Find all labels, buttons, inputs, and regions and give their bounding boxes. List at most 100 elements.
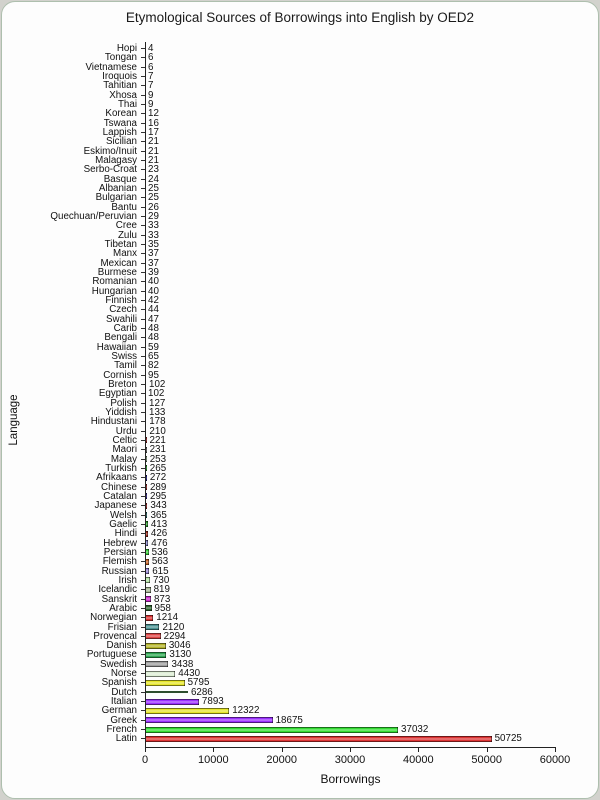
- bar-label: Basque: [103, 173, 137, 185]
- bar-row: Carib 48: [2, 324, 555, 334]
- bar-value-label: 3046: [168, 640, 191, 652]
- bar-row: Swedish 3438: [2, 658, 555, 670]
- bar-row: Italian 7893: [2, 696, 555, 708]
- bar-label: Greek: [110, 714, 137, 726]
- bar-label: Dutch: [111, 686, 137, 698]
- x-tick-label: 0: [141, 754, 149, 766]
- y-tick-mark: [141, 701, 145, 703]
- bar-value-label: 17: [148, 127, 159, 139]
- bar: [145, 577, 150, 584]
- bar-label: Polish: [110, 397, 137, 409]
- y-tick-mark: [141, 523, 145, 525]
- bar-value-label: 178: [149, 416, 166, 428]
- bar-value-label: 24: [148, 173, 159, 185]
- bar-value-label: 873: [153, 593, 171, 605]
- bar-label: Swedish: [99, 658, 137, 670]
- bar-label: Chinese: [101, 481, 137, 493]
- bar-label: Finnish: [105, 295, 137, 307]
- bar-label: Breton: [108, 378, 137, 390]
- y-tick-mark: [141, 355, 145, 357]
- bar-row: Bulgarian 25: [2, 192, 555, 204]
- y-tick-mark: [141, 197, 145, 199]
- bar-row: Bengali 48: [2, 333, 555, 343]
- y-tick-mark: [141, 85, 145, 87]
- bar-row: Polish 127: [2, 397, 555, 409]
- bar-row: Icelandic 819: [2, 585, 555, 595]
- bar-value-label: 33: [148, 220, 159, 232]
- y-tick-mark: [141, 206, 145, 208]
- bar-label: Eskimo/Inuit: [83, 145, 137, 157]
- bar-label: Flemish: [102, 556, 137, 568]
- bar-value-label: 2120: [162, 621, 185, 633]
- bar: [145, 698, 199, 705]
- bar-value-label: 6: [148, 52, 154, 64]
- x-tick-mark: [486, 748, 488, 752]
- y-tick-mark: [141, 188, 145, 190]
- bar: [145, 586, 151, 593]
- bar-label: French: [106, 724, 138, 736]
- bar: [145, 568, 150, 575]
- bar-row: Hawaiian 59: [2, 341, 555, 353]
- bar-value-label: 29: [148, 211, 159, 223]
- bar-row: Danish 3046: [2, 640, 555, 652]
- bar-row: Latin 50725: [2, 734, 555, 744]
- bar-row: Gaelic 413: [2, 519, 555, 529]
- y-tick-mark: [141, 272, 145, 274]
- y-tick-mark: [141, 430, 145, 432]
- x-tick-mark: [555, 748, 556, 752]
- bar-label: Tongan: [104, 52, 137, 64]
- bar-row: Cree 33: [2, 220, 555, 232]
- bar-value-label: 9: [148, 89, 154, 101]
- bar-label: Bulgarian: [95, 192, 137, 204]
- y-tick-mark: [141, 57, 145, 59]
- bar-row: Afrikaans 272: [2, 473, 555, 483]
- bar-row: Persian 536: [2, 546, 555, 558]
- y-tick-mark: [141, 383, 145, 385]
- bar-value-label: 730: [152, 574, 170, 586]
- bar-row: Mexican 37: [2, 257, 555, 269]
- y-tick-mark: [141, 458, 145, 460]
- bar-label: Swahili: [105, 313, 137, 325]
- bar-row: Cornish 95: [2, 370, 555, 380]
- bar-value-label: 12322: [232, 705, 260, 717]
- bar-row: Tongan 6: [2, 52, 555, 64]
- x-tick-label: 20000: [266, 754, 297, 766]
- bar-row: Tahitian 7: [2, 81, 555, 91]
- bar-row: Maori 231: [2, 444, 555, 456]
- bar-value-label: 25: [148, 183, 159, 195]
- bar-value-label: 37: [148, 257, 159, 269]
- y-tick-mark: [141, 318, 145, 320]
- bar-label: Egyptian: [98, 388, 137, 400]
- bar-label: Hungarian: [91, 285, 137, 297]
- x-tick-mark: [213, 748, 215, 752]
- y-tick-mark: [141, 719, 145, 721]
- bar-value-label: 7893: [201, 696, 224, 708]
- bar-label: Bantu: [111, 201, 137, 213]
- bar-label: Irish: [118, 574, 137, 586]
- x-tick-mark: [145, 748, 146, 752]
- y-tick-mark: [141, 244, 145, 246]
- y-tick-mark: [141, 710, 145, 712]
- bar-label: German: [101, 705, 137, 717]
- bar-label: Korean: [105, 108, 137, 120]
- bar-row: Serbo-Croat 23: [2, 165, 555, 175]
- bar-label: Persian: [103, 546, 137, 558]
- bar-value-label: 47: [148, 313, 159, 325]
- bar-row: Malagasy 21: [2, 156, 555, 166]
- bar-label: Sanskrit: [101, 593, 137, 605]
- bar-value-label: 133: [149, 406, 166, 418]
- bar-label: Danish: [106, 640, 138, 652]
- y-tick-mark: [141, 533, 145, 535]
- y-tick-mark: [141, 169, 145, 171]
- bar-label: Maori: [112, 444, 138, 456]
- x-tick-mark: [418, 748, 420, 752]
- bar-value-label: 18675: [275, 714, 303, 726]
- bar-value-label: 59: [148, 341, 159, 353]
- bar-row: Norwegian 1214: [2, 613, 555, 623]
- bar-label: Hindi: [114, 528, 137, 540]
- bar-row: Hindustani 178: [2, 416, 555, 428]
- y-tick-mark: [141, 561, 145, 563]
- y-tick-mark: [141, 309, 145, 311]
- bar-label: Urdu: [115, 425, 137, 437]
